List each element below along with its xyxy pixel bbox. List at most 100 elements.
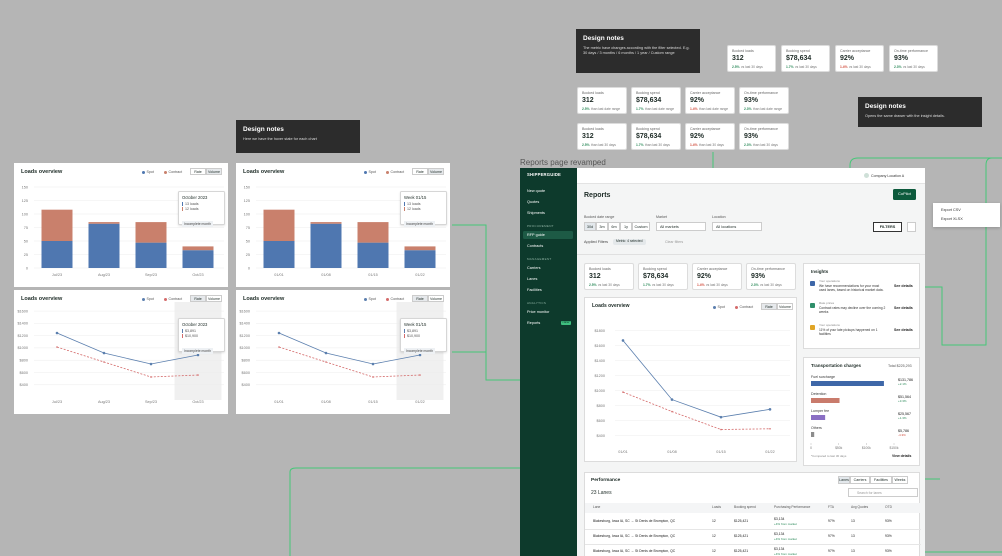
charges-plot: 0 $50k $100k $150k — [810, 381, 899, 450]
x-tick-label: Jul/23 — [52, 273, 62, 277]
toggle-option[interactable]: Volume — [206, 168, 222, 175]
point — [670, 398, 674, 401]
tab[interactable]: Weeks — [892, 476, 908, 484]
nav-item[interactable]: Quotes — [527, 200, 540, 204]
tab[interactable]: Carriers — [850, 476, 870, 484]
metric-card: Booking spend $78,634 1.7% than last date r… — [631, 87, 681, 114]
toggle-option[interactable]: Rate — [412, 295, 428, 302]
point — [150, 376, 152, 378]
range-option[interactable]: 30d — [584, 222, 596, 231]
avatar — [864, 173, 869, 178]
metric-change: 2.3% — [744, 107, 752, 111]
chart-plot: $400 $600 $800 $1000 $1200 $1400 $1600 $1800 01/… — [594, 329, 790, 454]
nav-item[interactable]: Shipments — [527, 211, 545, 215]
toggle-option[interactable]: Volume — [428, 168, 444, 175]
range-option[interactable]: 1y — [620, 222, 632, 231]
copilot-button[interactable]: CoPilot — [893, 189, 916, 200]
metric-value: 92% — [697, 273, 712, 280]
cell: 13 — [851, 534, 855, 538]
metric-value: 93% — [751, 273, 766, 280]
metric-change: 1.4% — [840, 65, 848, 69]
y-tick-label: 150 — [244, 185, 250, 189]
metric-change: 1.4% — [697, 283, 705, 287]
chart-plot: 0 25 50 75 100 125 150 Jul/23 Aug/23 Sep/23 Oct/23 — [22, 185, 224, 277]
metric-change: 1.4% — [690, 143, 698, 147]
tooltip-note: Incomplete month — [404, 348, 435, 354]
metric-label: Booking spend — [636, 91, 660, 95]
legend-swatch — [164, 170, 167, 174]
range-option[interactable]: Custom — [632, 222, 650, 231]
bar-segment — [357, 222, 389, 243]
metric-value: 312 — [732, 55, 744, 62]
design-note: Design notes Opens the same drawer with t… — [858, 97, 982, 127]
tooltip-note: Incomplete month — [182, 348, 213, 354]
x-tick-label: $150k — [890, 446, 899, 450]
insight-kicker: Your operations — [819, 323, 840, 327]
cell: $125,421 — [734, 549, 749, 553]
see-details[interactable]: See details — [894, 306, 913, 310]
filters-button[interactable]: FILTERS — [873, 222, 902, 232]
point — [324, 351, 328, 355]
toggle-option[interactable]: Volume — [206, 295, 222, 302]
charges-total: Total $225,293 — [888, 364, 912, 368]
range-option[interactable]: 3m — [596, 222, 608, 231]
y-tick-label: $1000 — [239, 346, 250, 350]
select[interactable]: All markets — [656, 222, 706, 231]
bar-segment — [41, 209, 73, 241]
connector — [849, 157, 1002, 223]
bar-segment — [263, 209, 295, 241]
nav-item[interactable]: Contracts — [527, 244, 544, 248]
metric-value: 93% — [894, 55, 909, 62]
tooltip-line: $10,900 — [182, 334, 221, 338]
nav-item[interactable]: Price monitor — [527, 310, 550, 314]
toggle-option[interactable]: Rate — [761, 303, 777, 310]
export-option[interactable]: Export CSV — [941, 208, 961, 212]
range-option[interactable]: 6m — [608, 222, 620, 231]
toggle-option[interactable]: Volume — [428, 295, 444, 302]
nav-section: MANAGEMENT — [527, 257, 552, 261]
nav-item[interactable]: Facilities — [527, 288, 542, 292]
tooltip-line: 13 loads — [404, 202, 443, 206]
point — [103, 361, 105, 363]
charge-bar — [811, 432, 815, 437]
insight-icon — [810, 281, 815, 286]
cell-note: +4% from market — [774, 522, 797, 526]
metric-value: 312 — [582, 133, 594, 140]
legend-label: Spot — [146, 297, 154, 301]
see-details[interactable]: See details — [894, 284, 913, 288]
charge-amount: $25,567 — [898, 412, 911, 416]
nav-item[interactable]: Carriers — [527, 266, 541, 270]
legend-swatch — [713, 305, 716, 309]
metric-value: $78,634 — [636, 133, 662, 140]
y-tick-label: $1000 — [594, 389, 605, 393]
metric-value: $78,634 — [636, 97, 662, 104]
nav-item[interactable]: Lanes — [527, 277, 538, 281]
board-label: Reports page revamped — [520, 158, 606, 167]
sidebar: SHIPPERGUIDE New quote Quotes Shipments PROC… — [520, 168, 577, 556]
metric-change: 1.7% — [786, 65, 794, 69]
metric-card: Carrier acceptance 92% 1.4% vs last 30 days — [692, 263, 742, 290]
toggle-option[interactable]: Rate — [412, 168, 428, 175]
nav-item[interactable]: Reports — [527, 321, 541, 325]
bar-segment — [182, 250, 214, 268]
column-header: Purchasing Performance — [774, 505, 811, 509]
search[interactable]: Search for lanes — [848, 488, 918, 497]
charge-change: +2.1% — [898, 382, 907, 386]
y-tick-label: $1600 — [594, 344, 605, 348]
select[interactable]: All locations — [712, 222, 762, 231]
see-details[interactable]: See details — [894, 328, 913, 332]
export-option[interactable]: Export XLSX — [941, 217, 963, 221]
point — [372, 376, 374, 378]
tab[interactable]: Lanes — [838, 476, 850, 484]
toggle-option[interactable]: Rate — [190, 168, 206, 175]
nav-item[interactable]: RFP guide — [527, 233, 545, 237]
view-details[interactable]: View details — [892, 454, 912, 458]
metric-label: Booking spend — [786, 49, 810, 53]
more-button[interactable] — [907, 222, 916, 232]
nav-item[interactable]: New quote — [527, 189, 546, 193]
legend-swatch — [142, 297, 145, 301]
tab[interactable]: Facilities — [870, 476, 892, 484]
toggle-option[interactable]: Volume — [777, 303, 793, 310]
tooltip-line: $3,891 — [404, 329, 443, 333]
toggle-option[interactable]: Rate — [190, 295, 206, 302]
